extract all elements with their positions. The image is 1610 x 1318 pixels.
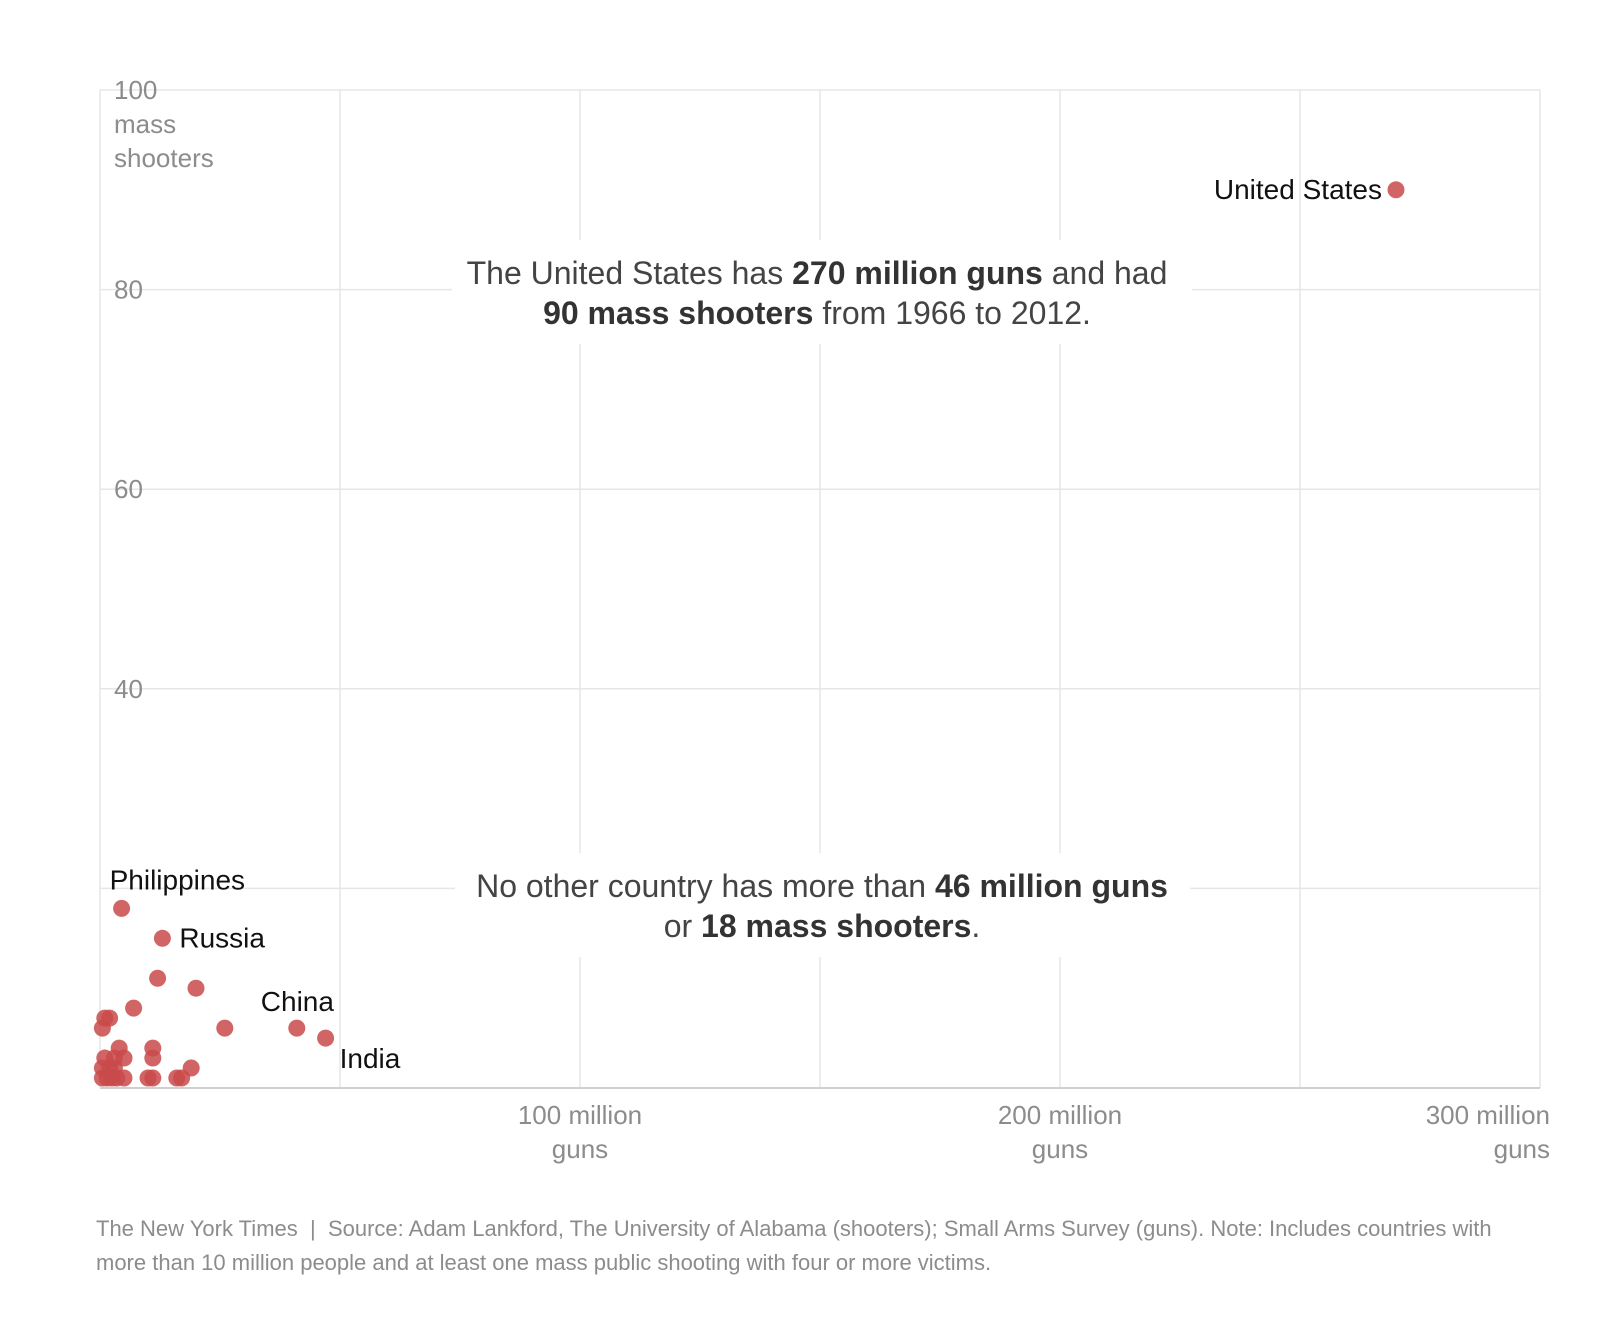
data-point <box>125 999 143 1017</box>
data-points <box>93 181 1405 1087</box>
footer-source: Source: Adam Lankford, The University of… <box>96 1216 1492 1275</box>
data-point-china <box>288 1019 306 1037</box>
annotation-text: . <box>971 908 980 944</box>
annotation-emphasis: 18 mass shooters <box>701 908 971 944</box>
data-point <box>187 979 205 997</box>
y-tick-label: shooters <box>114 143 214 173</box>
annotation-text: and had <box>1043 255 1168 291</box>
data-point <box>216 1019 234 1037</box>
annotation-background <box>452 240 1192 344</box>
annotation-2: No other country has more than 46 millio… <box>455 853 1190 957</box>
country-label-philippines: Philippines <box>110 864 245 895</box>
data-point <box>173 1069 191 1087</box>
country-label-russia: Russia <box>179 922 265 953</box>
x-tick-label: guns <box>1032 1134 1088 1164</box>
y-tick-label: 40 <box>114 674 143 704</box>
data-point <box>93 1019 111 1037</box>
y-tick-label: 80 <box>114 275 143 305</box>
y-tick-label: 100 <box>114 75 157 105</box>
data-point <box>149 969 167 987</box>
annotation-line: or 18 mass shooters. <box>664 908 981 944</box>
data-point-philippines <box>113 899 131 917</box>
annotation-1: The United States has 270 million guns a… <box>452 240 1192 344</box>
x-tick-label: 200 million <box>998 1100 1122 1130</box>
x-tick-label: 300 million <box>1426 1100 1550 1130</box>
annotation-text: or <box>664 908 701 944</box>
annotation-background <box>455 853 1190 957</box>
footer-separator: | <box>309 1216 316 1241</box>
y-tick-label: mass <box>114 109 176 139</box>
annotations: The United States has 270 million guns a… <box>452 240 1192 957</box>
x-tick-label: guns <box>1494 1134 1550 1164</box>
country-label-china: China <box>261 986 335 1017</box>
annotation-line: The United States has 270 million guns a… <box>467 255 1168 291</box>
x-tick-label: 100 million <box>518 1100 642 1130</box>
annotation-text: from 1966 to 2012. <box>813 295 1091 331</box>
country-label-india: India <box>340 1043 401 1074</box>
y-tick-label: 60 <box>114 474 143 504</box>
annotation-line: 90 mass shooters from 1966 to 2012. <box>543 295 1091 331</box>
annotation-text: No other country has more than <box>476 868 935 904</box>
chart-footer: The New York Times | Source: Adam Lankfo… <box>96 1212 1536 1280</box>
footer-credit: The New York Times <box>96 1216 298 1241</box>
annotation-line: No other country has more than 46 millio… <box>476 868 1168 904</box>
scatter-chart: 100 mass shooters 80 60 40 100 million guns 200 … <box>93 75 1550 1164</box>
data-point <box>144 1049 162 1067</box>
annotation-emphasis: 46 million guns <box>935 868 1168 904</box>
data-point <box>115 1069 133 1087</box>
annotation-text: The United States has <box>467 255 793 291</box>
data-point <box>144 1069 162 1087</box>
data-point-united-states <box>1387 181 1405 199</box>
annotation-emphasis: 270 million guns <box>792 255 1043 291</box>
axes: 100 mass shooters 80 60 40 100 million guns 200 … <box>99 75 1550 1164</box>
data-point-russia <box>153 929 171 947</box>
annotation-emphasis: 90 mass shooters <box>543 295 813 331</box>
country-label-united-states: United States <box>1214 174 1382 205</box>
x-tick-label: guns <box>552 1134 608 1164</box>
data-point-india <box>317 1029 335 1047</box>
